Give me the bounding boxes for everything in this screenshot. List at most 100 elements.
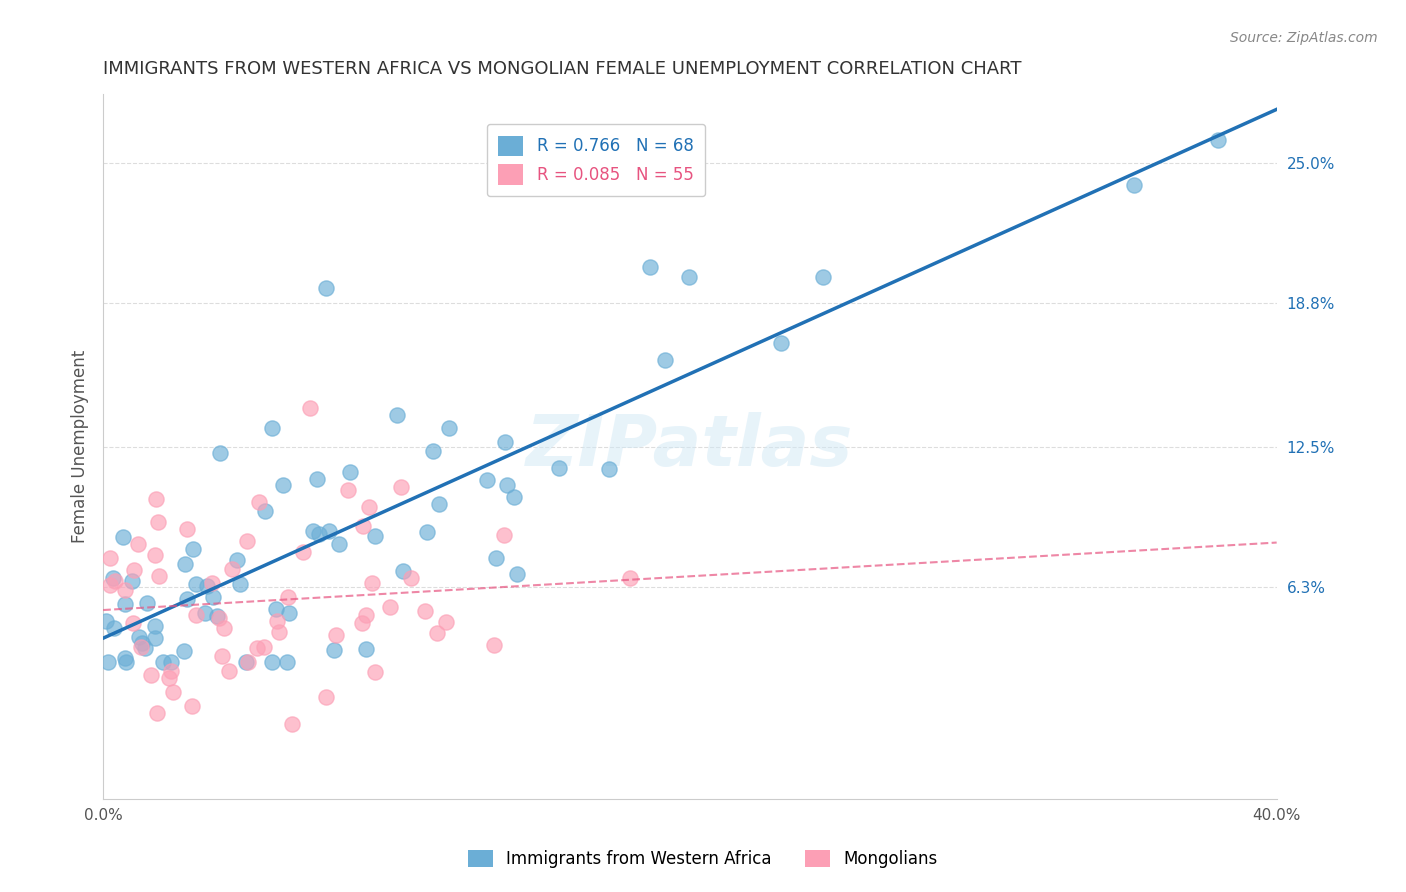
Immigrants from Western Africa: [134, 641, 156, 656]
Immigrants from Western Africa: [502, 491, 524, 505]
Immigrants from Western Africa: [598, 462, 620, 476]
Mongolians: [354, 607, 377, 622]
Immigrants from Western Africa: [111, 530, 134, 544]
Immigrants from Western Africa: [183, 542, 205, 557]
Mongolians: [207, 611, 229, 625]
Text: IMMIGRANTS FROM WESTERN AFRICA VS MONGOLIAN FEMALE UNEMPLOYMENT CORRELATION CHAR: IMMIGRANTS FROM WESTERN AFRICA VS MONGOL…: [103, 60, 1022, 78]
Mongolians: [98, 578, 121, 592]
Mongolians: [399, 572, 422, 586]
Mongolians: [413, 604, 436, 618]
Mongolians: [176, 522, 198, 536]
Immigrants from Western Africa: [195, 579, 218, 593]
Mongolians: [157, 671, 180, 685]
Immigrants from Western Africa: [94, 614, 117, 628]
Immigrants from Western Africa: [439, 421, 461, 435]
Immigrants from Western Africa: [131, 636, 153, 650]
Mongolians: [98, 551, 121, 566]
Immigrants from Western Africa: [152, 656, 174, 670]
Mongolians: [122, 615, 145, 630]
Mongolians: [494, 528, 516, 542]
Immigrants from Western Africa: [176, 591, 198, 606]
Immigrants from Western Africa: [160, 656, 183, 670]
Immigrants from Western Africa: [128, 630, 150, 644]
Immigrants from Western Africa: [262, 656, 284, 670]
Mongolians: [180, 698, 202, 713]
Mongolians: [361, 575, 384, 590]
Immigrants from Western Africa: [254, 504, 277, 518]
Immigrants from Western Africa: [271, 477, 294, 491]
Immigrants from Western Africa: [475, 473, 498, 487]
Mongolians: [619, 571, 641, 585]
Mongolians: [426, 625, 449, 640]
Mongolians: [159, 664, 181, 678]
Immigrants from Western Africa: [174, 558, 197, 572]
Immigrants from Western Africa: [278, 606, 301, 620]
Immigrants from Western Africa: [392, 564, 415, 578]
Mongolians: [145, 492, 167, 507]
Immigrants from Western Africa: [209, 446, 232, 460]
Immigrants from Western Africa: [201, 590, 224, 604]
Immigrants from Western Africa: [654, 353, 676, 368]
Mongolians: [214, 621, 236, 635]
Immigrants from Western Africa: [1123, 178, 1146, 193]
Immigrants from Western Africa: [769, 336, 792, 351]
Immigrants from Western Africa: [305, 471, 328, 485]
Immigrants from Western Africa: [1206, 133, 1229, 147]
Mongolians: [246, 641, 269, 656]
Immigrants from Western Africa: [135, 596, 157, 610]
Mongolians: [127, 537, 149, 551]
Immigrants from Western Africa: [114, 597, 136, 611]
Immigrants from Western Africa: [416, 524, 439, 539]
Mongolians: [235, 533, 257, 548]
Mongolians: [299, 401, 322, 415]
Mongolians: [266, 614, 288, 628]
Immigrants from Western Africa: [276, 656, 298, 670]
Mongolians: [247, 495, 270, 509]
Mongolians: [221, 562, 243, 576]
Mongolians: [325, 628, 347, 642]
Immigrants from Western Africa: [494, 435, 516, 450]
Mongolians: [122, 563, 145, 577]
Immigrants from Western Africa: [315, 280, 337, 294]
Mongolians: [352, 518, 374, 533]
Immigrants from Western Africa: [678, 270, 700, 285]
Immigrants from Western Africa: [194, 606, 217, 620]
Immigrants from Western Africa: [143, 619, 166, 633]
Mongolians: [434, 615, 457, 630]
Mongolians: [337, 483, 360, 497]
Immigrants from Western Africa: [328, 537, 350, 551]
Mongolians: [148, 515, 170, 529]
Mongolians: [378, 600, 401, 615]
Mongolians: [211, 648, 233, 663]
Mongolians: [267, 624, 290, 639]
Immigrants from Western Africa: [506, 567, 529, 582]
Mongolians: [141, 667, 163, 681]
Mongolians: [357, 500, 380, 514]
Immigrants from Western Africa: [264, 602, 287, 616]
Mongolians: [292, 545, 315, 559]
Legend: R = 0.766   N = 68, R = 0.085   N = 55: R = 0.766 N = 68, R = 0.085 N = 55: [486, 124, 706, 196]
Mongolians: [389, 480, 412, 494]
Mongolians: [482, 638, 505, 652]
Immigrants from Western Africa: [640, 260, 662, 274]
Immigrants from Western Africa: [356, 641, 378, 656]
Immigrants from Western Africa: [485, 551, 508, 566]
Mongolians: [143, 548, 166, 562]
Immigrants from Western Africa: [387, 409, 409, 423]
Mongolians: [315, 690, 337, 705]
Immigrants from Western Africa: [363, 529, 385, 543]
Immigrants from Western Africa: [427, 497, 450, 511]
Immigrants from Western Africa: [184, 576, 207, 591]
Immigrants from Western Africa: [115, 656, 138, 670]
Immigrants from Western Africa: [121, 574, 143, 588]
Mongolians: [201, 576, 224, 591]
Text: Source: ZipAtlas.com: Source: ZipAtlas.com: [1230, 31, 1378, 45]
Immigrants from Western Africa: [301, 524, 323, 538]
Immigrants from Western Africa: [318, 524, 340, 539]
Mongolians: [218, 664, 240, 678]
Mongolians: [238, 655, 260, 669]
Immigrants from Western Africa: [260, 421, 283, 435]
Mongolians: [363, 665, 385, 679]
Y-axis label: Female Unemployment: Female Unemployment: [72, 350, 89, 543]
Immigrants from Western Africa: [339, 465, 361, 479]
